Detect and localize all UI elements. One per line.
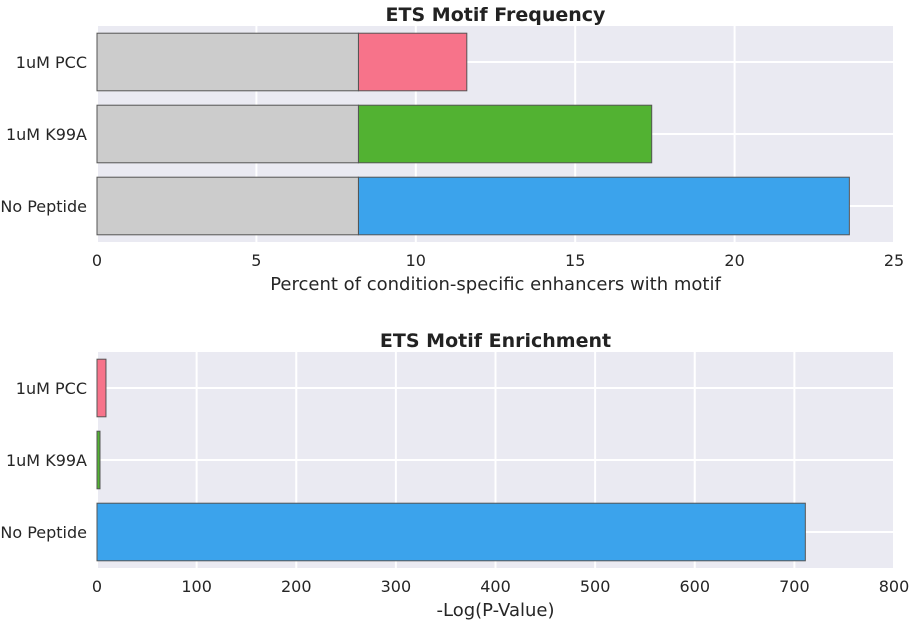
frequency-background-bar-no-peptide (96, 176, 359, 236)
frequency-bar-1um-pcc (357, 32, 468, 92)
enrichment-x-tick-200: 200 (281, 577, 312, 596)
enrichment-y-tick-labels: 1uM PCC 1uM K99A No Peptide (0, 379, 87, 542)
enrichment-y-tick-1um-pcc: 1uM PCC (16, 379, 87, 398)
frequency-x-tick-0: 0 (92, 251, 102, 270)
frequency-background-bar-1um-pcc (96, 32, 359, 92)
frequency-chart: 1uM PCC 1uM K99A No Peptide 0 5 10 15 20 25 ETS… (0, 4, 904, 295)
enrichment-y-tick-1um-k99a: 1uM K99A (6, 451, 87, 470)
enrichment-chart-title: ETS Motif Enrichment (380, 330, 611, 352)
frequency-x-tick-20: 20 (724, 251, 744, 270)
enrichment-x-tick-800: 800 (879, 577, 910, 596)
enrichment-chart: 1uM PCC 1uM K99A No Peptide 0 100 200 300 400 5… (0, 330, 909, 621)
enrichment-bar-no-peptide (96, 502, 806, 562)
frequency-y-tick-no-peptide: No Peptide (0, 197, 87, 216)
frequency-bar-no-peptide (357, 176, 850, 236)
frequency-x-tick-25: 25 (884, 251, 904, 270)
frequency-x-axis-label: Percent of condition-specific enhancers … (270, 274, 721, 295)
enrichment-bar-1um-k99a (96, 430, 101, 490)
frequency-bars (96, 32, 850, 236)
frequency-bar-1um-k99a (357, 104, 653, 164)
frequency-background-bar-1um-k99a (96, 104, 359, 164)
frequency-y-tick-labels: 1uM PCC 1uM K99A No Peptide (0, 53, 87, 216)
enrichment-bars (96, 358, 806, 562)
enrichment-x-tick-500: 500 (580, 577, 611, 596)
enrichment-y-tick-no-peptide: No Peptide (0, 523, 87, 542)
frequency-x-tick-15: 15 (565, 251, 585, 270)
enrichment-x-axis-label: -Log(P-Value) (436, 600, 554, 621)
frequency-x-tick-labels: 0 5 10 15 20 25 (92, 251, 904, 270)
frequency-x-tick-10: 10 (406, 251, 426, 270)
frequency-chart-title: ETS Motif Frequency (386, 4, 606, 26)
enrichment-x-tick-100: 100 (181, 577, 212, 596)
enrichment-x-tick-300: 300 (381, 577, 412, 596)
enrichment-bar-1um-pcc (96, 358, 107, 418)
frequency-y-tick-1um-k99a: 1uM K99A (6, 125, 87, 144)
enrichment-x-tick-400: 400 (480, 577, 511, 596)
enrichment-x-tick-700: 700 (779, 577, 810, 596)
enrichment-x-tick-600: 600 (679, 577, 710, 596)
frequency-y-tick-1um-pcc: 1uM PCC (16, 53, 87, 72)
enrichment-x-tick-labels: 0 100 200 300 400 500 600 700 800 (92, 577, 909, 596)
frequency-x-tick-5: 5 (251, 251, 261, 270)
enrichment-x-tick-0: 0 (92, 577, 102, 596)
